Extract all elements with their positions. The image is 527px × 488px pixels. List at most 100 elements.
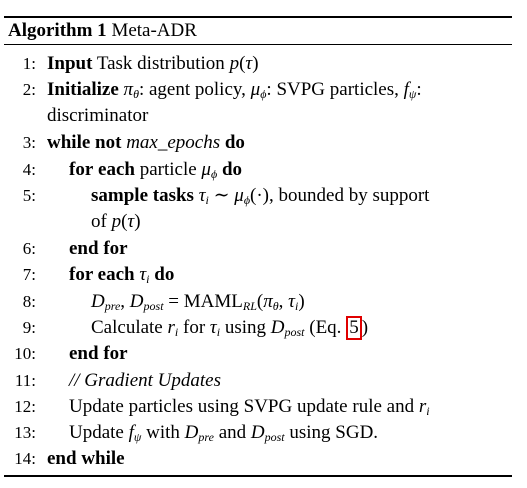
- line-number: 5:: [22, 186, 36, 205]
- algorithm-line: 3: while not max_epochs do: [0, 130, 512, 156]
- text-fragment: particle: [134, 159, 202, 180]
- keyword: end for: [69, 343, 128, 364]
- math-symbol: τ: [209, 317, 217, 338]
- text-fragment: ,: [278, 291, 289, 312]
- keyword: each: [98, 159, 135, 180]
- line-text: Dpre, Dpost = MAMLRL(πθ, τi): [91, 289, 305, 315]
- text-fragment: using: [220, 317, 271, 338]
- math-subscript: post: [264, 430, 285, 444]
- line-text: end for: [69, 236, 128, 262]
- text-fragment: Update: [69, 422, 129, 443]
- algorithm-label: Algorithm 1: [8, 20, 107, 41]
- math-symbol: τ: [198, 185, 206, 206]
- equation-reference-link[interactable]: 5: [346, 316, 362, 340]
- algorithm-line: 10: end for: [0, 341, 512, 367]
- math-subscript: i: [216, 325, 221, 339]
- line-number: 9:: [22, 318, 36, 337]
- line-number: 10:: [14, 344, 36, 363]
- line-number: 1:: [22, 54, 36, 73]
- text-fragment: (: [121, 211, 128, 232]
- line-number: 13:: [14, 423, 36, 442]
- math-subscript: θ: [272, 299, 279, 313]
- math-subscript: θ: [133, 87, 139, 101]
- algorithm-title: Algorithm 1 Meta-ADR: [8, 19, 197, 43]
- line-text: while not max_epochs do: [47, 130, 245, 156]
- line-number: 12:: [14, 397, 36, 416]
- text-fragment: ,: [120, 291, 130, 312]
- math-symbol: r: [167, 317, 175, 338]
- math-symbol: τ: [139, 264, 147, 285]
- math-symbol: D: [250, 422, 265, 443]
- line-text: sample tasks τi ∼ μϕ(·), bounded by supp…: [91, 183, 429, 209]
- math-symbol: τ: [127, 211, 135, 232]
- text-fragment: of: [91, 211, 112, 232]
- algorithm-line: 14: end while: [0, 446, 512, 472]
- math-symbol: π: [263, 291, 273, 312]
- algorithm-line: 11: // Gradient Updates: [0, 368, 512, 394]
- algorithm-line: 8: Dpre, Dpost = MAMLRL(πθ, τi): [0, 289, 512, 315]
- text-fragment: : SVPG particles,: [266, 79, 404, 100]
- math-subscript: i: [205, 193, 209, 207]
- math-subscript: ϕ: [260, 87, 267, 101]
- keyword: for each: [69, 264, 135, 285]
- math-symbol: μ: [234, 185, 244, 206]
- text-fragment: Calculate: [91, 317, 168, 338]
- math-subscript: ϕ: [210, 167, 218, 181]
- math-symbol: f: [403, 79, 409, 100]
- algorithm-line: 2: Initialize πθ: agent policy, μϕ: SVPG …: [0, 77, 512, 103]
- math-subscript: pre: [198, 430, 214, 444]
- line-number: 6:: [22, 239, 36, 258]
- line-number: 7:: [22, 265, 36, 284]
- line-text: Initialize πθ: agent policy, μϕ: SVPG pa…: [47, 77, 422, 103]
- text-fragment: ): [298, 291, 305, 312]
- math-symbol: π: [123, 79, 134, 100]
- keyword: do: [221, 159, 243, 180]
- math-symbol: // Gradient Updates: [69, 370, 221, 391]
- math-symbol: D: [91, 291, 105, 312]
- text-fragment: (: [256, 291, 264, 312]
- text-fragment: for: [178, 317, 210, 338]
- math-symbol: D: [184, 422, 199, 443]
- keyword: sample tasks: [91, 185, 194, 206]
- math-symbol: p: [111, 211, 122, 232]
- line-text: Input Task distribution p(τ): [47, 51, 259, 77]
- line-text: Calculate ri for τi using Dpost (Eq. 5): [91, 315, 368, 341]
- text-fragment: using SGD.: [284, 422, 379, 443]
- line-text: discriminator: [47, 103, 148, 129]
- keyword: Initialize: [47, 79, 119, 100]
- keyword: Input: [47, 53, 93, 74]
- keyword: do: [224, 132, 245, 153]
- line-text: Update fψ with Dpre and Dpost using SGD.: [69, 420, 378, 446]
- math-subscript: ϕ: [243, 193, 251, 207]
- keyword: end while: [47, 448, 125, 469]
- math-symbol: τ: [245, 53, 253, 74]
- math-symbol: r: [418, 396, 427, 417]
- top-rule: [4, 16, 512, 18]
- math-subscript: ψ: [408, 87, 417, 101]
- line-number: 11:: [14, 371, 36, 390]
- algorithm-line: 13: Update fψ with Dpre and Dpost using S…: [0, 420, 512, 446]
- math-subscript: post: [143, 299, 164, 313]
- math-symbol: τ: [288, 291, 295, 312]
- keyword: do: [154, 264, 175, 285]
- algorithm-line: of p(τ): [0, 209, 512, 235]
- title-rule: [4, 44, 512, 45]
- algorithm-name: Meta-ADR: [111, 20, 197, 41]
- keyword: for: [69, 159, 94, 180]
- algorithm-line: 4: for each particle μϕ do: [0, 157, 512, 183]
- line-text: // Gradient Updates: [69, 368, 221, 394]
- algorithm-line: discriminator: [0, 103, 512, 129]
- math-subscript: i: [426, 404, 430, 418]
- text-fragment: ): [134, 211, 141, 232]
- text-fragment: discriminator: [47, 105, 149, 126]
- math-symbol: μ: [250, 79, 261, 100]
- math-symbol: D: [129, 291, 144, 312]
- line-text: for each τi do: [69, 262, 174, 288]
- line-number: 2:: [22, 80, 36, 99]
- bottom-rule: [4, 475, 512, 477]
- line-text: end for: [69, 341, 128, 367]
- math-subscript: RL: [242, 299, 257, 313]
- math-subscript: pre: [104, 299, 121, 313]
- math-subscript: i: [174, 325, 179, 339]
- math-symbol: max_epochs: [126, 132, 221, 153]
